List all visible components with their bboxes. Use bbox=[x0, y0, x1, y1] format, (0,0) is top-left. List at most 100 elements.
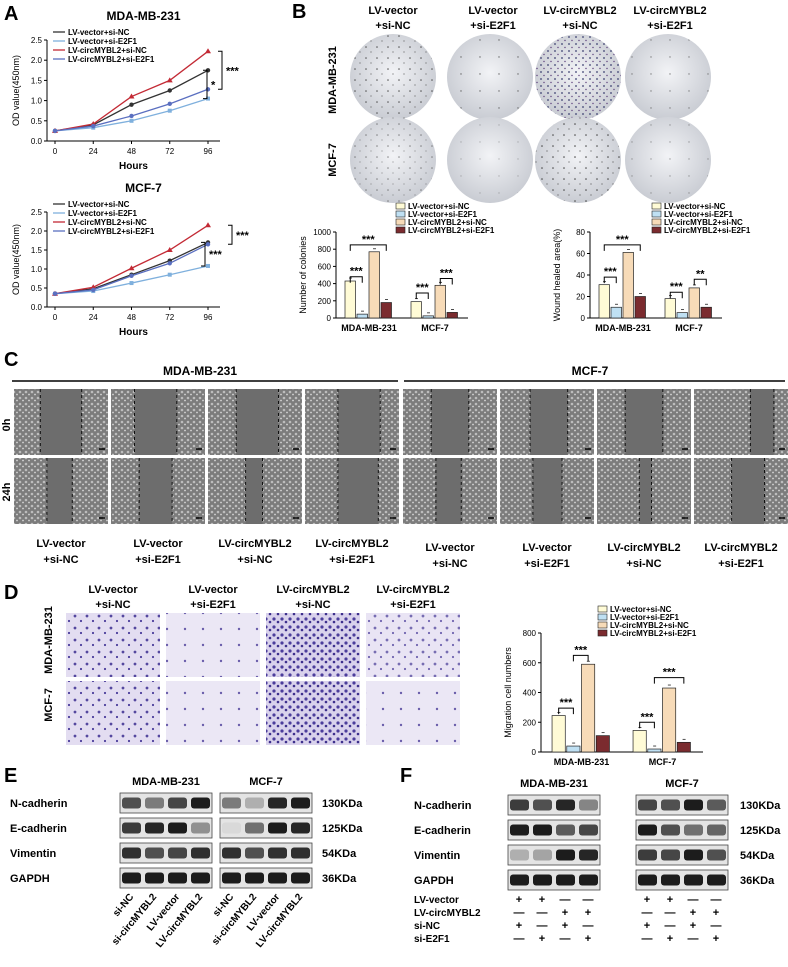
bar-legend-swatch bbox=[651, 202, 662, 210]
plate-row-mda: MDA-MB-231 bbox=[327, 46, 339, 114]
blot-band bbox=[661, 799, 680, 811]
blot-condition-label: si-E2F1 bbox=[414, 934, 450, 945]
data-point bbox=[167, 272, 172, 277]
trans-col-label-line1: LV-vector bbox=[88, 584, 138, 596]
plate-mcf-3 bbox=[535, 117, 621, 203]
y-tick-label: 2.5 bbox=[31, 208, 43, 217]
y-tick-label: 0.0 bbox=[31, 137, 43, 146]
x-tick-label: 24 bbox=[89, 313, 98, 322]
blot-condition-label: si-NC bbox=[414, 921, 440, 932]
blot-band bbox=[510, 799, 529, 811]
blot-condition-symbol: + bbox=[539, 933, 545, 945]
legend-label: LV-circMYBL2+si-E2F1 bbox=[68, 227, 155, 236]
legend-label: LV-circMYBL2+si-NC bbox=[68, 46, 147, 55]
blot-size-label: 130KDa bbox=[740, 800, 781, 812]
blot-band bbox=[510, 824, 529, 836]
blot-band bbox=[684, 824, 703, 836]
blot-band bbox=[638, 849, 657, 861]
legend-label: LV-circMYBL2+si-E2F1 bbox=[68, 55, 155, 64]
panel-b-colony-plates: LV-vector +si-NC LV-vector +si-E2F1 LV-c… bbox=[327, 5, 711, 203]
bar-legend-swatch bbox=[597, 613, 608, 621]
legend-label: LV-vector+si-E2F1 bbox=[68, 37, 138, 46]
data-point bbox=[91, 287, 96, 293]
bar-legend-swatch bbox=[395, 218, 406, 226]
blot-condition-symbol: + bbox=[644, 894, 650, 906]
y-tick-label: 0.5 bbox=[31, 284, 43, 293]
data-point bbox=[167, 261, 172, 266]
blot-band bbox=[291, 797, 310, 809]
data-point bbox=[52, 128, 58, 134]
blot-condition-symbol: — bbox=[537, 907, 548, 919]
data-point bbox=[129, 102, 134, 107]
y-axis-label-1: OD value(450nm) bbox=[11, 224, 21, 295]
chart-title-1: MCF-7 bbox=[125, 181, 162, 195]
plate-col-1-line1: LV-vector bbox=[368, 5, 418, 17]
significance-bracket bbox=[439, 277, 453, 285]
bar-y-tick-label: 800 bbox=[523, 629, 537, 638]
wound-col-label-line2: +si-E2F1 bbox=[329, 554, 375, 566]
blot-band bbox=[638, 874, 657, 886]
trans-row-mcf: MCF-7 bbox=[43, 688, 55, 722]
wound-gap bbox=[40, 389, 82, 455]
blot-band bbox=[684, 849, 703, 861]
blot-band bbox=[291, 872, 310, 884]
blot-condition-symbol: + bbox=[713, 933, 719, 945]
data-point bbox=[52, 291, 58, 296]
bar bbox=[610, 306, 622, 319]
blot-band bbox=[510, 874, 529, 886]
bar-legend-label: LV-vector+si-NC bbox=[610, 605, 672, 614]
bar-y-tick-label: 0 bbox=[581, 314, 586, 323]
bar bbox=[581, 663, 596, 753]
significance-bracket bbox=[693, 278, 707, 286]
blot-condition-symbol: + bbox=[644, 920, 650, 932]
blot-condition-symbol: — bbox=[514, 933, 525, 945]
significance-bracket bbox=[558, 707, 574, 715]
blot-condition-symbol: + bbox=[562, 920, 568, 932]
bar-category-label: MDA-MB-231 bbox=[554, 757, 610, 767]
bar-legend-label: LV-circMYBL2+si-NC bbox=[664, 218, 743, 227]
wound-gap bbox=[46, 458, 73, 524]
significance-stars: *** bbox=[560, 697, 574, 709]
wound-row-24h: 24h bbox=[1, 482, 13, 501]
data-point bbox=[205, 87, 211, 92]
plate-col-3-line2: +si-NC bbox=[562, 20, 597, 32]
significance-stars: *** bbox=[616, 234, 630, 246]
blot-membrane bbox=[507, 844, 601, 866]
blot-band bbox=[222, 822, 241, 834]
plate-mcf-2 bbox=[447, 117, 533, 203]
blot-band bbox=[510, 849, 529, 861]
panel-label-d: D bbox=[4, 582, 18, 604]
x-tick-label: 24 bbox=[89, 147, 98, 156]
x-axis-label-0: Hours bbox=[119, 161, 148, 172]
y-tick-label: 0.0 bbox=[31, 303, 43, 312]
blot-band bbox=[707, 874, 726, 886]
data-point bbox=[129, 273, 134, 279]
bar-legend-label: LV-circMYBL2+si-NC bbox=[408, 218, 487, 227]
bar bbox=[551, 715, 566, 753]
bar bbox=[434, 284, 446, 319]
data-point bbox=[205, 222, 211, 228]
bar-y-tick-label: 200 bbox=[523, 718, 537, 727]
bar bbox=[595, 735, 610, 753]
blot-band bbox=[222, 872, 241, 884]
significance-stars: *** bbox=[416, 282, 430, 294]
wound-col-label-line2: +si-E2F1 bbox=[524, 558, 570, 570]
blot-band bbox=[684, 799, 703, 811]
blot-group-label: MDA-MB-231 bbox=[132, 776, 200, 788]
bar-legend-swatch bbox=[651, 210, 662, 218]
blot-band bbox=[291, 822, 310, 834]
trans-col-label-line1: LV-circMYBL2 bbox=[276, 584, 349, 596]
bar bbox=[676, 741, 691, 753]
data-point bbox=[90, 284, 97, 290]
significance-stars: *** bbox=[604, 266, 618, 278]
significance-stars: *** bbox=[362, 234, 376, 246]
plate-mda-4 bbox=[625, 34, 711, 120]
blot-band bbox=[556, 824, 575, 836]
wound-col-label-line2: +si-NC bbox=[43, 554, 78, 566]
plate-mcf-4 bbox=[625, 117, 711, 203]
significance-stars: *** bbox=[350, 266, 364, 278]
significance-bracket bbox=[653, 677, 685, 684]
blot-band bbox=[707, 849, 726, 861]
data-point bbox=[205, 48, 211, 54]
significance-bracket bbox=[639, 721, 655, 729]
